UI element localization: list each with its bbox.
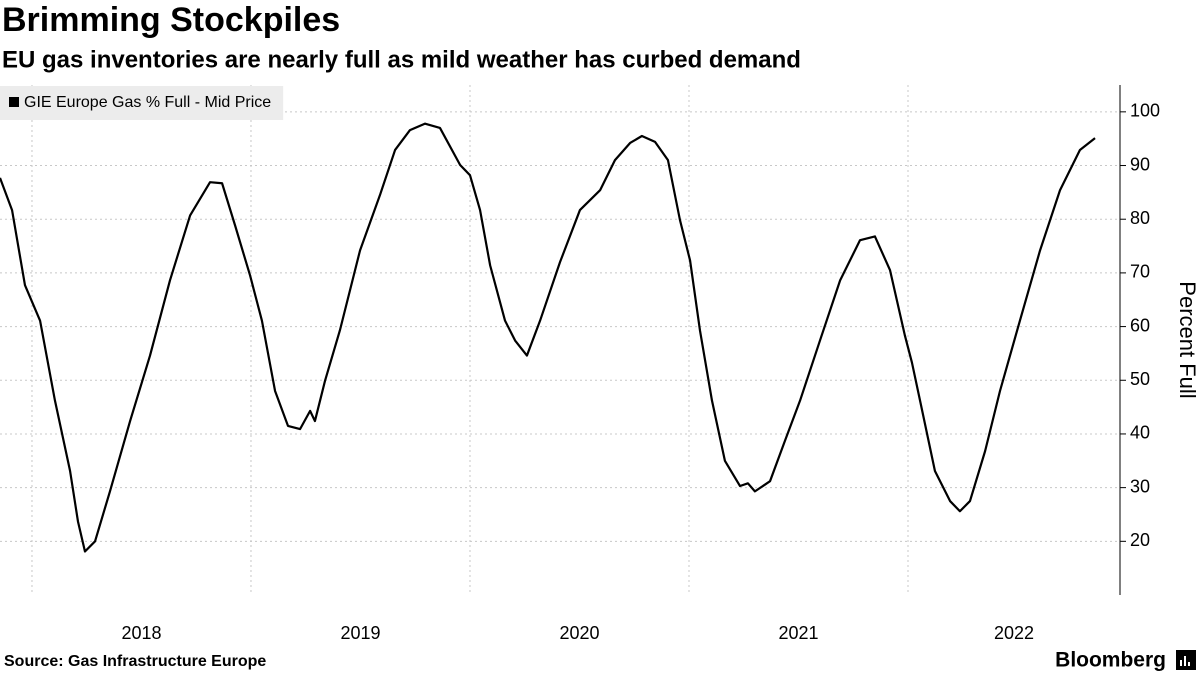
chart-title: Brimming Stockpiles — [2, 1, 340, 39]
logo-icon — [1176, 650, 1196, 670]
logo: Bloomberg — [1055, 649, 1166, 672]
y-tick-label: 20 — [1130, 530, 1150, 550]
y-tick-label: 60 — [1130, 315, 1150, 335]
chart-subtitle: EU gas inventories are nearly full as mi… — [2, 46, 801, 73]
legend-box — [0, 86, 284, 120]
y-tick-label: 90 — [1130, 154, 1150, 174]
x-tick-label: 2022 — [994, 623, 1034, 643]
legend-swatch — [9, 97, 19, 107]
y-tick-label: 30 — [1130, 476, 1150, 496]
x-tick-label: 2021 — [778, 623, 818, 643]
y-tick-label: 100 — [1130, 101, 1160, 121]
x-tick-label: 2020 — [559, 623, 599, 643]
y-tick-label: 70 — [1130, 262, 1150, 282]
legend-label: GIE Europe Gas % Full - Mid Price — [24, 94, 271, 111]
y-axis-label: Percent Full — [1175, 281, 1200, 398]
y-tick-label: 40 — [1130, 423, 1150, 443]
y-tick-label: 50 — [1130, 369, 1150, 389]
y-tick-label: 80 — [1130, 208, 1150, 228]
x-tick-label: 2019 — [340, 623, 380, 643]
source: Source: Gas Infrastructure Europe — [4, 653, 266, 670]
legend: GIE Europe Gas % Full - Mid Price — [0, 86, 284, 120]
x-tick-label: 2018 — [121, 623, 161, 643]
line — [0, 122, 1096, 553]
